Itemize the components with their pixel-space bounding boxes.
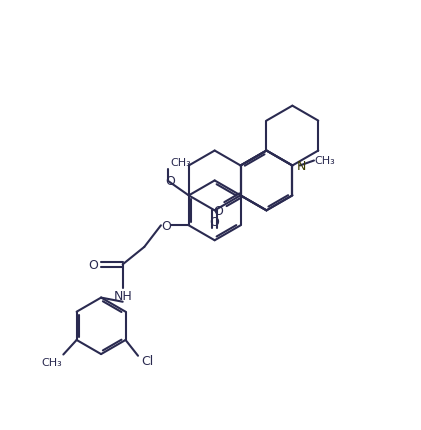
Text: CH₃: CH₃: [170, 158, 191, 168]
Text: O: O: [210, 215, 220, 228]
Text: CH₃: CH₃: [41, 357, 62, 367]
Text: O: O: [89, 258, 99, 271]
Text: CH₃: CH₃: [314, 155, 335, 165]
Text: O: O: [213, 204, 223, 217]
Text: O: O: [161, 219, 171, 232]
Text: NH: NH: [113, 289, 132, 302]
Text: N: N: [297, 160, 306, 172]
Text: O: O: [165, 175, 175, 188]
Text: Cl: Cl: [141, 354, 153, 367]
